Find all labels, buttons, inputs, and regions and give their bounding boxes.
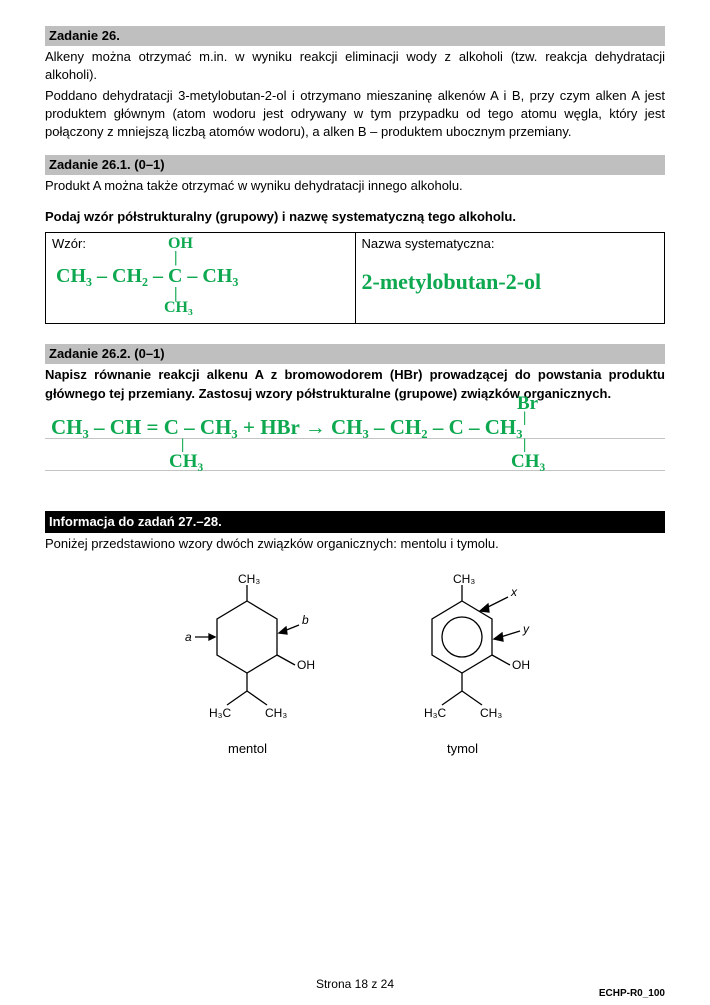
svg-text:CH₃: CH₃ <box>265 706 287 720</box>
info-27-header: Informacja do zadań 27.–28. <box>45 511 665 533</box>
handwriting-name: 2-metylobutan-2-ol <box>362 253 659 298</box>
task-261-header: Zadanie 26.1. (0–1) <box>45 155 665 175</box>
svg-text:H₃C: H₃C <box>424 706 447 720</box>
handwriting-formula: OH | CH₃ – CH₂ – C – CH₃ | CH₃ <box>56 237 238 316</box>
task-262-instr: Napisz równanie reakcji alkenu A z bromo… <box>45 366 665 402</box>
svg-text:x: x <box>510 585 518 599</box>
tymol-structure: CH₃ OH H₃C CH₃ x y tymol <box>380 571 545 758</box>
footer-code: ECHP-R0_100 <box>599 987 665 1001</box>
svg-text:H₃C: H₃C <box>209 706 232 720</box>
svg-text:OH: OH <box>512 658 530 672</box>
task-26-header: Zadanie 26. <box>45 26 665 46</box>
svg-text:a: a <box>185 630 192 644</box>
svg-text:CH₃: CH₃ <box>453 572 475 586</box>
chem-structures-row: CH₃ OH H₃C CH₃ a b mentol <box>45 571 665 758</box>
tymol-label: tymol <box>380 740 545 758</box>
info-27-p1: Poniżej przedstawiono wzory dwóch związk… <box>45 535 665 553</box>
mentol-label: mentol <box>165 740 330 758</box>
svg-text:CH₃: CH₃ <box>480 706 502 720</box>
svg-text:b: b <box>302 613 309 627</box>
svg-text:OH: OH <box>297 658 315 672</box>
task-262-header: Zadanie 26.2. (0–1) <box>45 344 665 364</box>
wzor-cell: Wzór: OH | CH₃ – CH₂ – C – CH₃ | CH₃ <box>46 232 356 324</box>
task-261-p1: Produkt A można także otrzymać w wyniku … <box>45 177 665 195</box>
svg-text:y: y <box>522 622 530 636</box>
reaction-handwriting: Br | CH₃ – CH = C – CH₃ + HBr → CH₃ – CH… <box>51 413 665 442</box>
mentol-structure: CH₃ OH H₃C CH₃ a b mentol <box>165 571 330 758</box>
nazwa-label: Nazwa systematyczna: <box>362 235 659 253</box>
task-26-p1: Alkeny można otrzymać m.in. w wyniku rea… <box>45 48 665 84</box>
answer-table: Wzór: OH | CH₃ – CH₂ – C – CH₃ | CH₃ Naz… <box>45 232 665 325</box>
reaction-area: Br | CH₃ – CH = C – CH₃ + HBr → CH₃ – CH… <box>45 407 665 497</box>
task-26-p2: Poddano dehydratacji 3-metylobutan-2-ol … <box>45 87 665 142</box>
svg-text:CH₃: CH₃ <box>238 572 260 586</box>
nazwa-cell: Nazwa systematyczna: 2-metylobutan-2-ol <box>355 232 665 324</box>
task-261-instr: Podaj wzór półstrukturalny (grupowy) i n… <box>45 208 665 226</box>
